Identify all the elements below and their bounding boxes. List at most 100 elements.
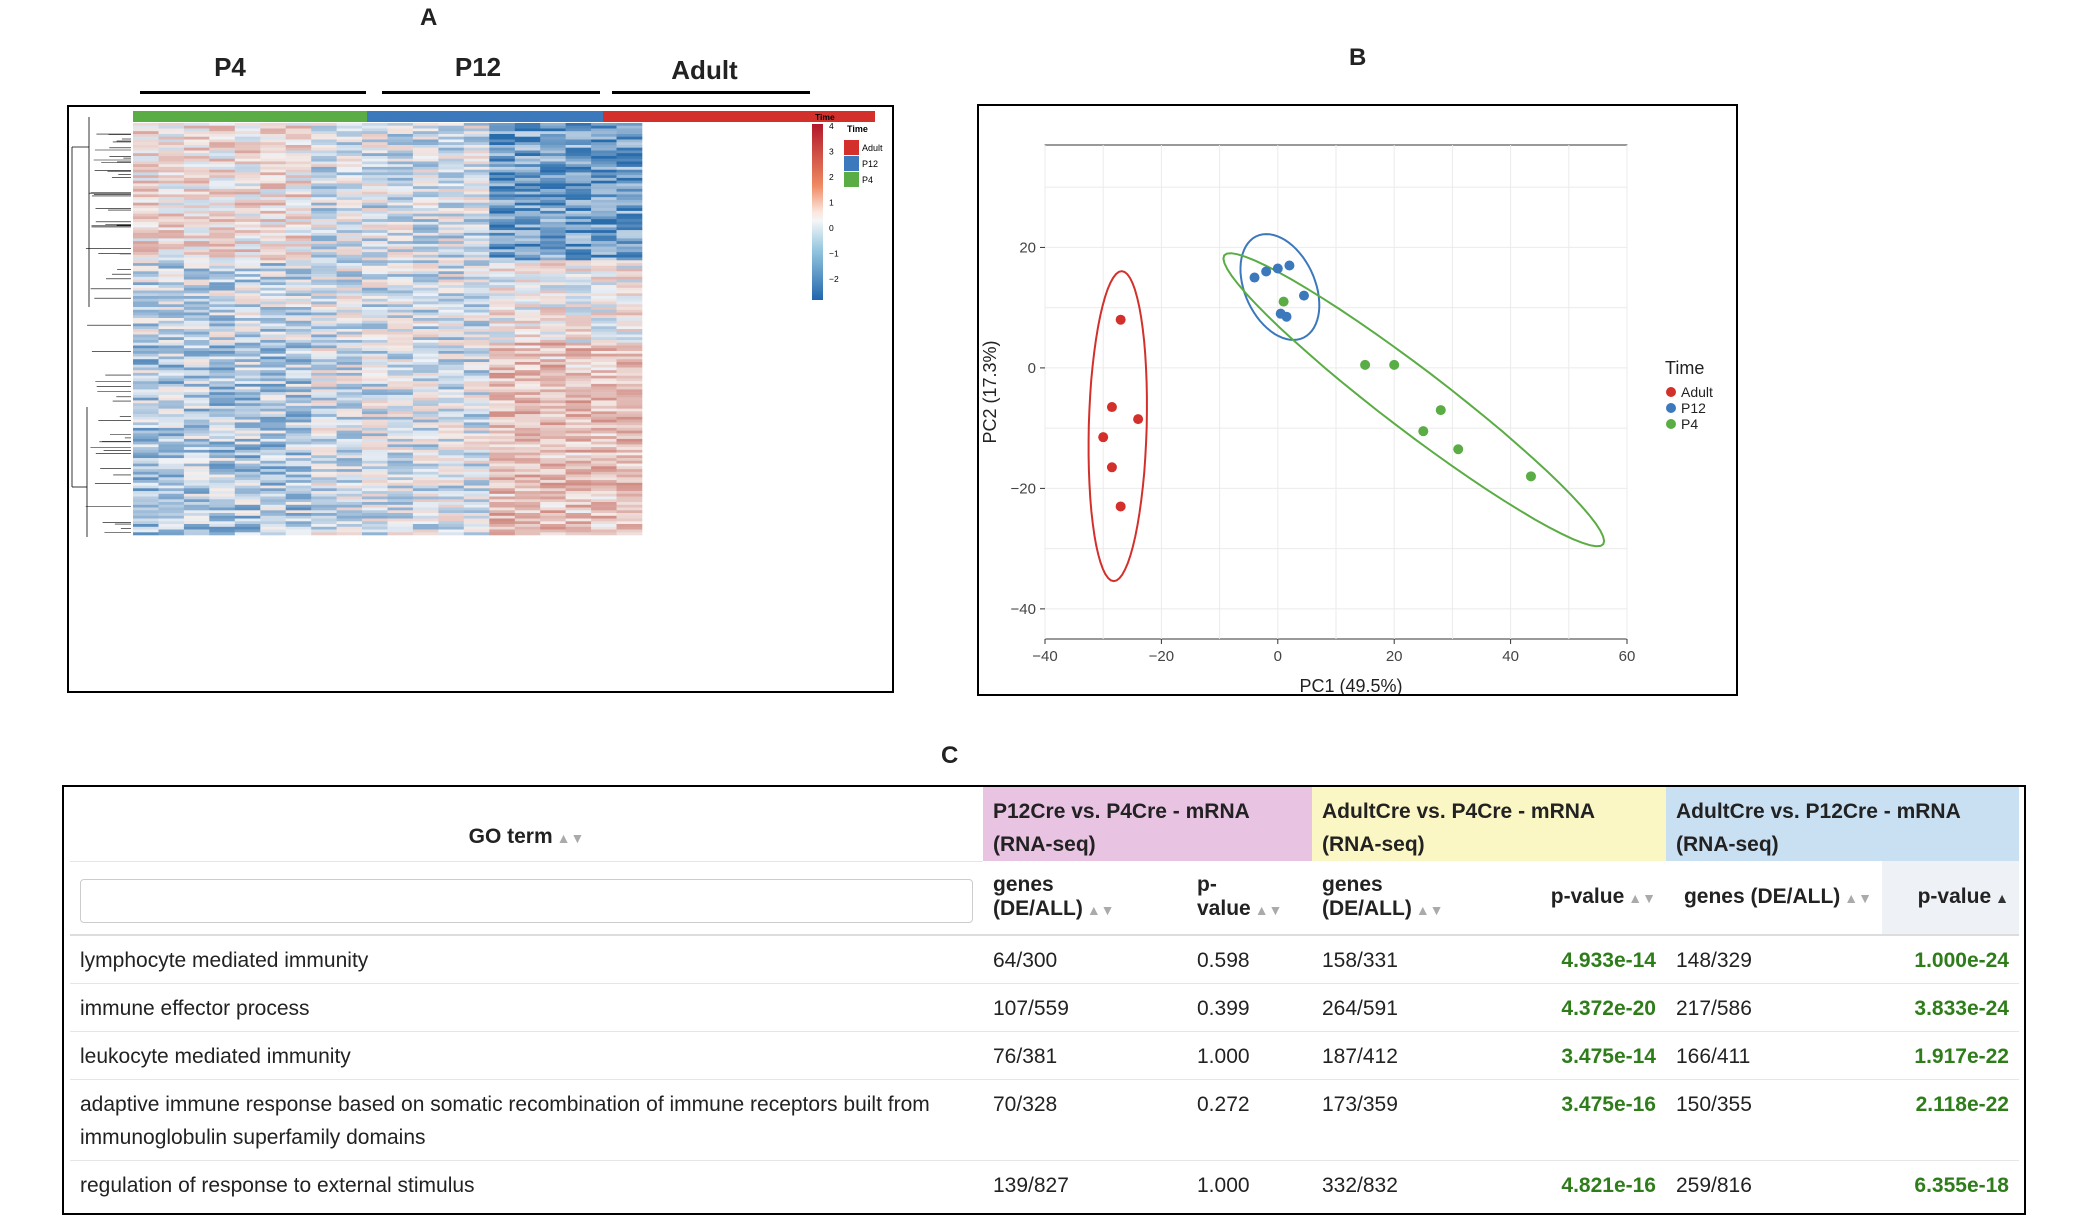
data-point bbox=[1133, 414, 1144, 425]
heatmap-cell bbox=[311, 416, 337, 420]
heatmap-cell bbox=[438, 304, 465, 308]
heatmap-cell bbox=[336, 430, 363, 434]
heatmap-cell bbox=[565, 329, 592, 332]
heatmap-cell bbox=[234, 276, 261, 280]
heatmap-cell bbox=[463, 416, 490, 420]
heatmap-cell bbox=[616, 243, 643, 247]
heatmap-cell bbox=[616, 205, 643, 209]
heatmap-cell bbox=[463, 257, 490, 261]
data-point bbox=[1115, 501, 1126, 512]
heatmap-cell bbox=[565, 296, 592, 299]
heatmap-cell bbox=[540, 169, 566, 173]
heatmap-cell bbox=[285, 485, 312, 489]
go-term-header[interactable]: GO term ▲▼ bbox=[70, 787, 983, 862]
heatmap-cell bbox=[489, 296, 516, 299]
heatmap-cell bbox=[565, 134, 592, 137]
heatmap-cell bbox=[489, 213, 516, 217]
heatmap-cell bbox=[260, 175, 287, 179]
heatmap-cell bbox=[565, 287, 592, 291]
go-term-search-input[interactable] bbox=[80, 878, 973, 923]
heatmap-cell bbox=[565, 458, 592, 462]
heatmap-cell bbox=[209, 315, 236, 319]
heatmap-cell bbox=[362, 318, 388, 321]
heatmap-cell bbox=[183, 249, 210, 253]
heatmap-cell bbox=[311, 216, 337, 220]
heatmap-cell bbox=[540, 180, 566, 184]
heatmap-cell bbox=[540, 389, 566, 393]
heatmap-cell bbox=[260, 351, 287, 354]
heatmap-cell bbox=[565, 438, 592, 442]
heatmap-cell bbox=[209, 279, 236, 283]
column-header-genes-1[interactable]: genes (DE/ALL) ▲▼ bbox=[983, 861, 1187, 936]
heatmap-cell bbox=[387, 364, 414, 368]
heatmap-cell bbox=[412, 386, 439, 390]
heatmap-cell bbox=[362, 315, 388, 319]
heatmap-cell bbox=[183, 164, 210, 168]
heatmap-cell bbox=[336, 232, 363, 236]
heatmap-cell bbox=[234, 518, 261, 522]
heatmap-cell bbox=[362, 353, 388, 357]
heatmap-cell bbox=[489, 243, 516, 247]
heatmap-cell bbox=[260, 219, 287, 223]
column-header-label: genes (DE/ALL) bbox=[1322, 873, 1412, 921]
column-header-pvalue-3[interactable]: p-value ▲ bbox=[1882, 861, 2019, 936]
heatmap-cell bbox=[133, 386, 159, 390]
heatmap-cell bbox=[463, 172, 490, 176]
heatmap-cell bbox=[362, 293, 388, 297]
heatmap-cell bbox=[285, 493, 312, 497]
heatmap-cell bbox=[183, 271, 210, 275]
heatmap-cell bbox=[158, 304, 185, 308]
heatmap-cell bbox=[285, 221, 312, 225]
heatmap-cell bbox=[489, 507, 516, 511]
heatmap-cell bbox=[133, 493, 159, 497]
heatmap-cell bbox=[565, 394, 592, 398]
heatmap-cell bbox=[336, 315, 363, 319]
heatmap-cell bbox=[336, 422, 363, 426]
heatmap-cell bbox=[489, 329, 516, 332]
heatmap-cell bbox=[463, 433, 490, 437]
column-header-pvalue-2[interactable]: p-value ▲▼ bbox=[1516, 861, 1666, 936]
heatmap-cell bbox=[183, 315, 210, 319]
heatmap-cell bbox=[209, 414, 236, 418]
heatmap-cell bbox=[285, 309, 312, 313]
heatmap-cell bbox=[158, 323, 185, 327]
heatmap-cell bbox=[412, 474, 439, 478]
heatmap-cell bbox=[463, 394, 490, 398]
heatmap-cell bbox=[616, 219, 643, 223]
heatmap-cell bbox=[209, 301, 236, 305]
column-header-pvalue-1[interactable]: p-value ▲▼ bbox=[1187, 861, 1312, 936]
heatmap-cell bbox=[183, 466, 210, 470]
heatmap-cell bbox=[489, 254, 516, 258]
heatmap-cell bbox=[438, 502, 465, 505]
heatmap-cell bbox=[540, 386, 566, 390]
heatmap-cell bbox=[514, 491, 541, 495]
heatmap-cell bbox=[514, 194, 541, 198]
heatmap-cell bbox=[616, 449, 643, 453]
heatmap-cell bbox=[362, 518, 388, 522]
heatmap-cell bbox=[209, 197, 236, 201]
heatmap-cell bbox=[311, 518, 337, 522]
heatmap-cell bbox=[412, 318, 439, 321]
heatmap-cell bbox=[260, 419, 287, 423]
column-header-genes-3[interactable]: genes (DE/ALL) ▲▼ bbox=[1666, 861, 1882, 936]
heatmap-cell bbox=[540, 524, 566, 527]
heatmap-cell bbox=[438, 482, 465, 486]
heatmap-cell bbox=[234, 367, 261, 371]
heatmap-cell bbox=[285, 496, 312, 500]
heatmap-cell bbox=[565, 334, 592, 338]
heatmap-cell bbox=[209, 123, 236, 126]
heatmap-cell bbox=[412, 290, 439, 294]
heatmap-cell bbox=[234, 241, 261, 245]
heatmap-cell bbox=[336, 123, 363, 126]
heatmap-cell bbox=[336, 210, 363, 214]
heatmap-cell bbox=[183, 507, 210, 511]
column-header-genes-2[interactable]: genes (DE/ALL) ▲▼ bbox=[1312, 861, 1516, 936]
heatmap-cell bbox=[311, 438, 337, 442]
heatmap-cell bbox=[438, 177, 465, 181]
heatmap-cell bbox=[565, 282, 592, 286]
heatmap-cell bbox=[183, 510, 210, 514]
heatmap-cell bbox=[438, 210, 465, 214]
heatmap-cell bbox=[158, 301, 185, 305]
heatmap-cell bbox=[489, 386, 516, 390]
heatmap-cell bbox=[412, 232, 439, 236]
